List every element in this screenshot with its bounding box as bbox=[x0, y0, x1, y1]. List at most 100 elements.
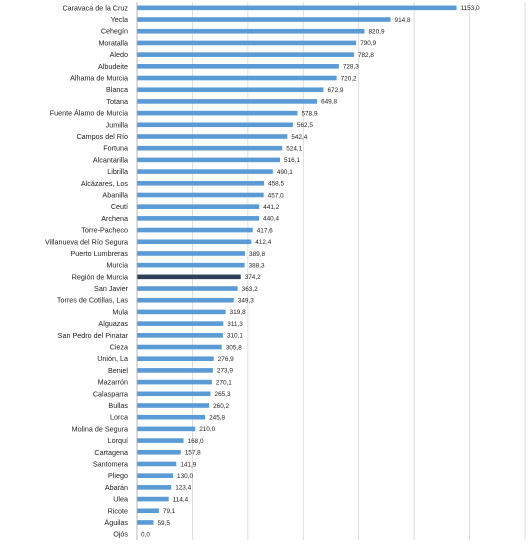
data-label: 412,4 bbox=[255, 239, 271, 246]
bar bbox=[137, 99, 318, 104]
data-label: 141,9 bbox=[180, 461, 196, 468]
bar bbox=[137, 508, 159, 514]
bar bbox=[137, 461, 177, 467]
data-label: 790,9 bbox=[360, 40, 376, 47]
bar bbox=[137, 321, 224, 326]
category-label: Villanueva del Río Segura bbox=[45, 237, 128, 246]
data-label: 578,9 bbox=[301, 110, 317, 117]
bar bbox=[137, 473, 174, 478]
category-label: Ricote bbox=[108, 506, 128, 515]
category-label: Mula bbox=[112, 307, 128, 316]
bar bbox=[137, 414, 206, 420]
bar bbox=[137, 204, 260, 209]
bar bbox=[137, 134, 288, 139]
data-label: 720,2 bbox=[341, 75, 357, 82]
data-label: 458,5 bbox=[268, 181, 284, 188]
bar bbox=[137, 52, 354, 57]
data-label: 130,0 bbox=[177, 473, 193, 480]
bar bbox=[137, 520, 154, 525]
category-label: Fortuna bbox=[103, 144, 128, 153]
bar-highlight bbox=[137, 274, 241, 280]
category-label: Caravaca de la Cruz bbox=[62, 3, 128, 12]
category-label: Moratalla bbox=[98, 38, 128, 47]
bar bbox=[137, 110, 298, 116]
data-label: 276,9 bbox=[218, 356, 234, 363]
data-label: 168,0 bbox=[188, 438, 204, 445]
bar bbox=[137, 169, 273, 174]
category-label: Campos del Río bbox=[76, 132, 128, 141]
bar bbox=[137, 40, 357, 46]
data-label: 389,8 bbox=[249, 251, 265, 258]
category-label: San Pedro del Pinatar bbox=[58, 331, 129, 340]
bar bbox=[137, 157, 281, 163]
data-label: 114,4 bbox=[173, 496, 189, 503]
category-label: San Javier bbox=[94, 284, 129, 293]
data-label: 440,4 bbox=[263, 216, 279, 223]
bar bbox=[137, 75, 337, 81]
bar bbox=[137, 227, 253, 233]
category-label: Cieza bbox=[110, 343, 128, 352]
data-label: 79,1 bbox=[163, 508, 176, 515]
bar bbox=[137, 297, 234, 303]
category-label: Alcázares, Los bbox=[81, 179, 129, 188]
category-label: Mazarrón bbox=[98, 378, 128, 387]
category-label: Alcantarilla bbox=[93, 155, 128, 164]
category-label: Santomera bbox=[93, 459, 128, 468]
bar bbox=[137, 5, 457, 11]
data-label: 388,3 bbox=[249, 262, 265, 269]
bars bbox=[137, 5, 457, 525]
bar bbox=[137, 251, 246, 256]
category-label: Bullas bbox=[108, 401, 128, 410]
data-label: 210,0 bbox=[199, 426, 215, 433]
category-label: Totana bbox=[106, 97, 128, 106]
data-label: 417,6 bbox=[257, 227, 273, 234]
bar bbox=[137, 368, 213, 373]
category-label: Cehegín bbox=[101, 27, 128, 36]
data-label: 374,2 bbox=[245, 274, 261, 281]
category-label: Fuente Álamo de Murcia bbox=[50, 109, 128, 118]
bar bbox=[137, 344, 222, 350]
category-label: Ulea bbox=[113, 495, 128, 504]
data-label: 914,8 bbox=[395, 17, 411, 24]
bar bbox=[137, 379, 212, 385]
data-label: 562,5 bbox=[297, 122, 313, 129]
data-label: 310,1 bbox=[227, 333, 243, 340]
bar bbox=[137, 426, 196, 432]
gridlines bbox=[192, 2, 526, 540]
data-label: 542,4 bbox=[291, 134, 307, 141]
data-label: 524,1 bbox=[286, 145, 302, 152]
data-label: 305,8 bbox=[226, 344, 242, 351]
bar bbox=[137, 356, 214, 362]
category-label: Región de Murcia bbox=[72, 272, 128, 281]
category-label: Archena bbox=[101, 214, 128, 223]
category-label: Blanca bbox=[106, 85, 128, 94]
data-label: 157,8 bbox=[185, 450, 201, 457]
data-label: 349,3 bbox=[238, 298, 254, 305]
category-label: Ceutí bbox=[111, 202, 128, 211]
bar bbox=[137, 286, 238, 291]
category-label: Lorca bbox=[110, 413, 128, 422]
bar bbox=[137, 391, 211, 397]
data-label: 260,2 bbox=[213, 403, 229, 410]
category-label: Calasparra bbox=[93, 389, 128, 398]
data-label: 123,4 bbox=[175, 485, 191, 492]
bar bbox=[137, 28, 365, 34]
category-label: Abanilla bbox=[102, 190, 128, 199]
data-label: 0,0 bbox=[141, 531, 150, 538]
bar bbox=[137, 309, 226, 315]
bar bbox=[137, 64, 339, 69]
data-label: 820,9 bbox=[369, 29, 385, 36]
category-label: Ojós bbox=[113, 530, 128, 539]
bar bbox=[137, 449, 181, 455]
data-label: 649,8 bbox=[321, 99, 337, 106]
bar bbox=[137, 216, 260, 221]
category-label: Torres de Cotillas, Las bbox=[57, 296, 129, 305]
data-label: 490,1 bbox=[277, 169, 293, 176]
category-label: Librilla bbox=[107, 167, 128, 176]
data-label: 319,8 bbox=[230, 309, 246, 316]
bar bbox=[137, 485, 172, 490]
bar bbox=[137, 239, 252, 245]
data-label: 782,8 bbox=[358, 52, 374, 59]
bar bbox=[137, 122, 293, 128]
bar bbox=[137, 438, 184, 443]
